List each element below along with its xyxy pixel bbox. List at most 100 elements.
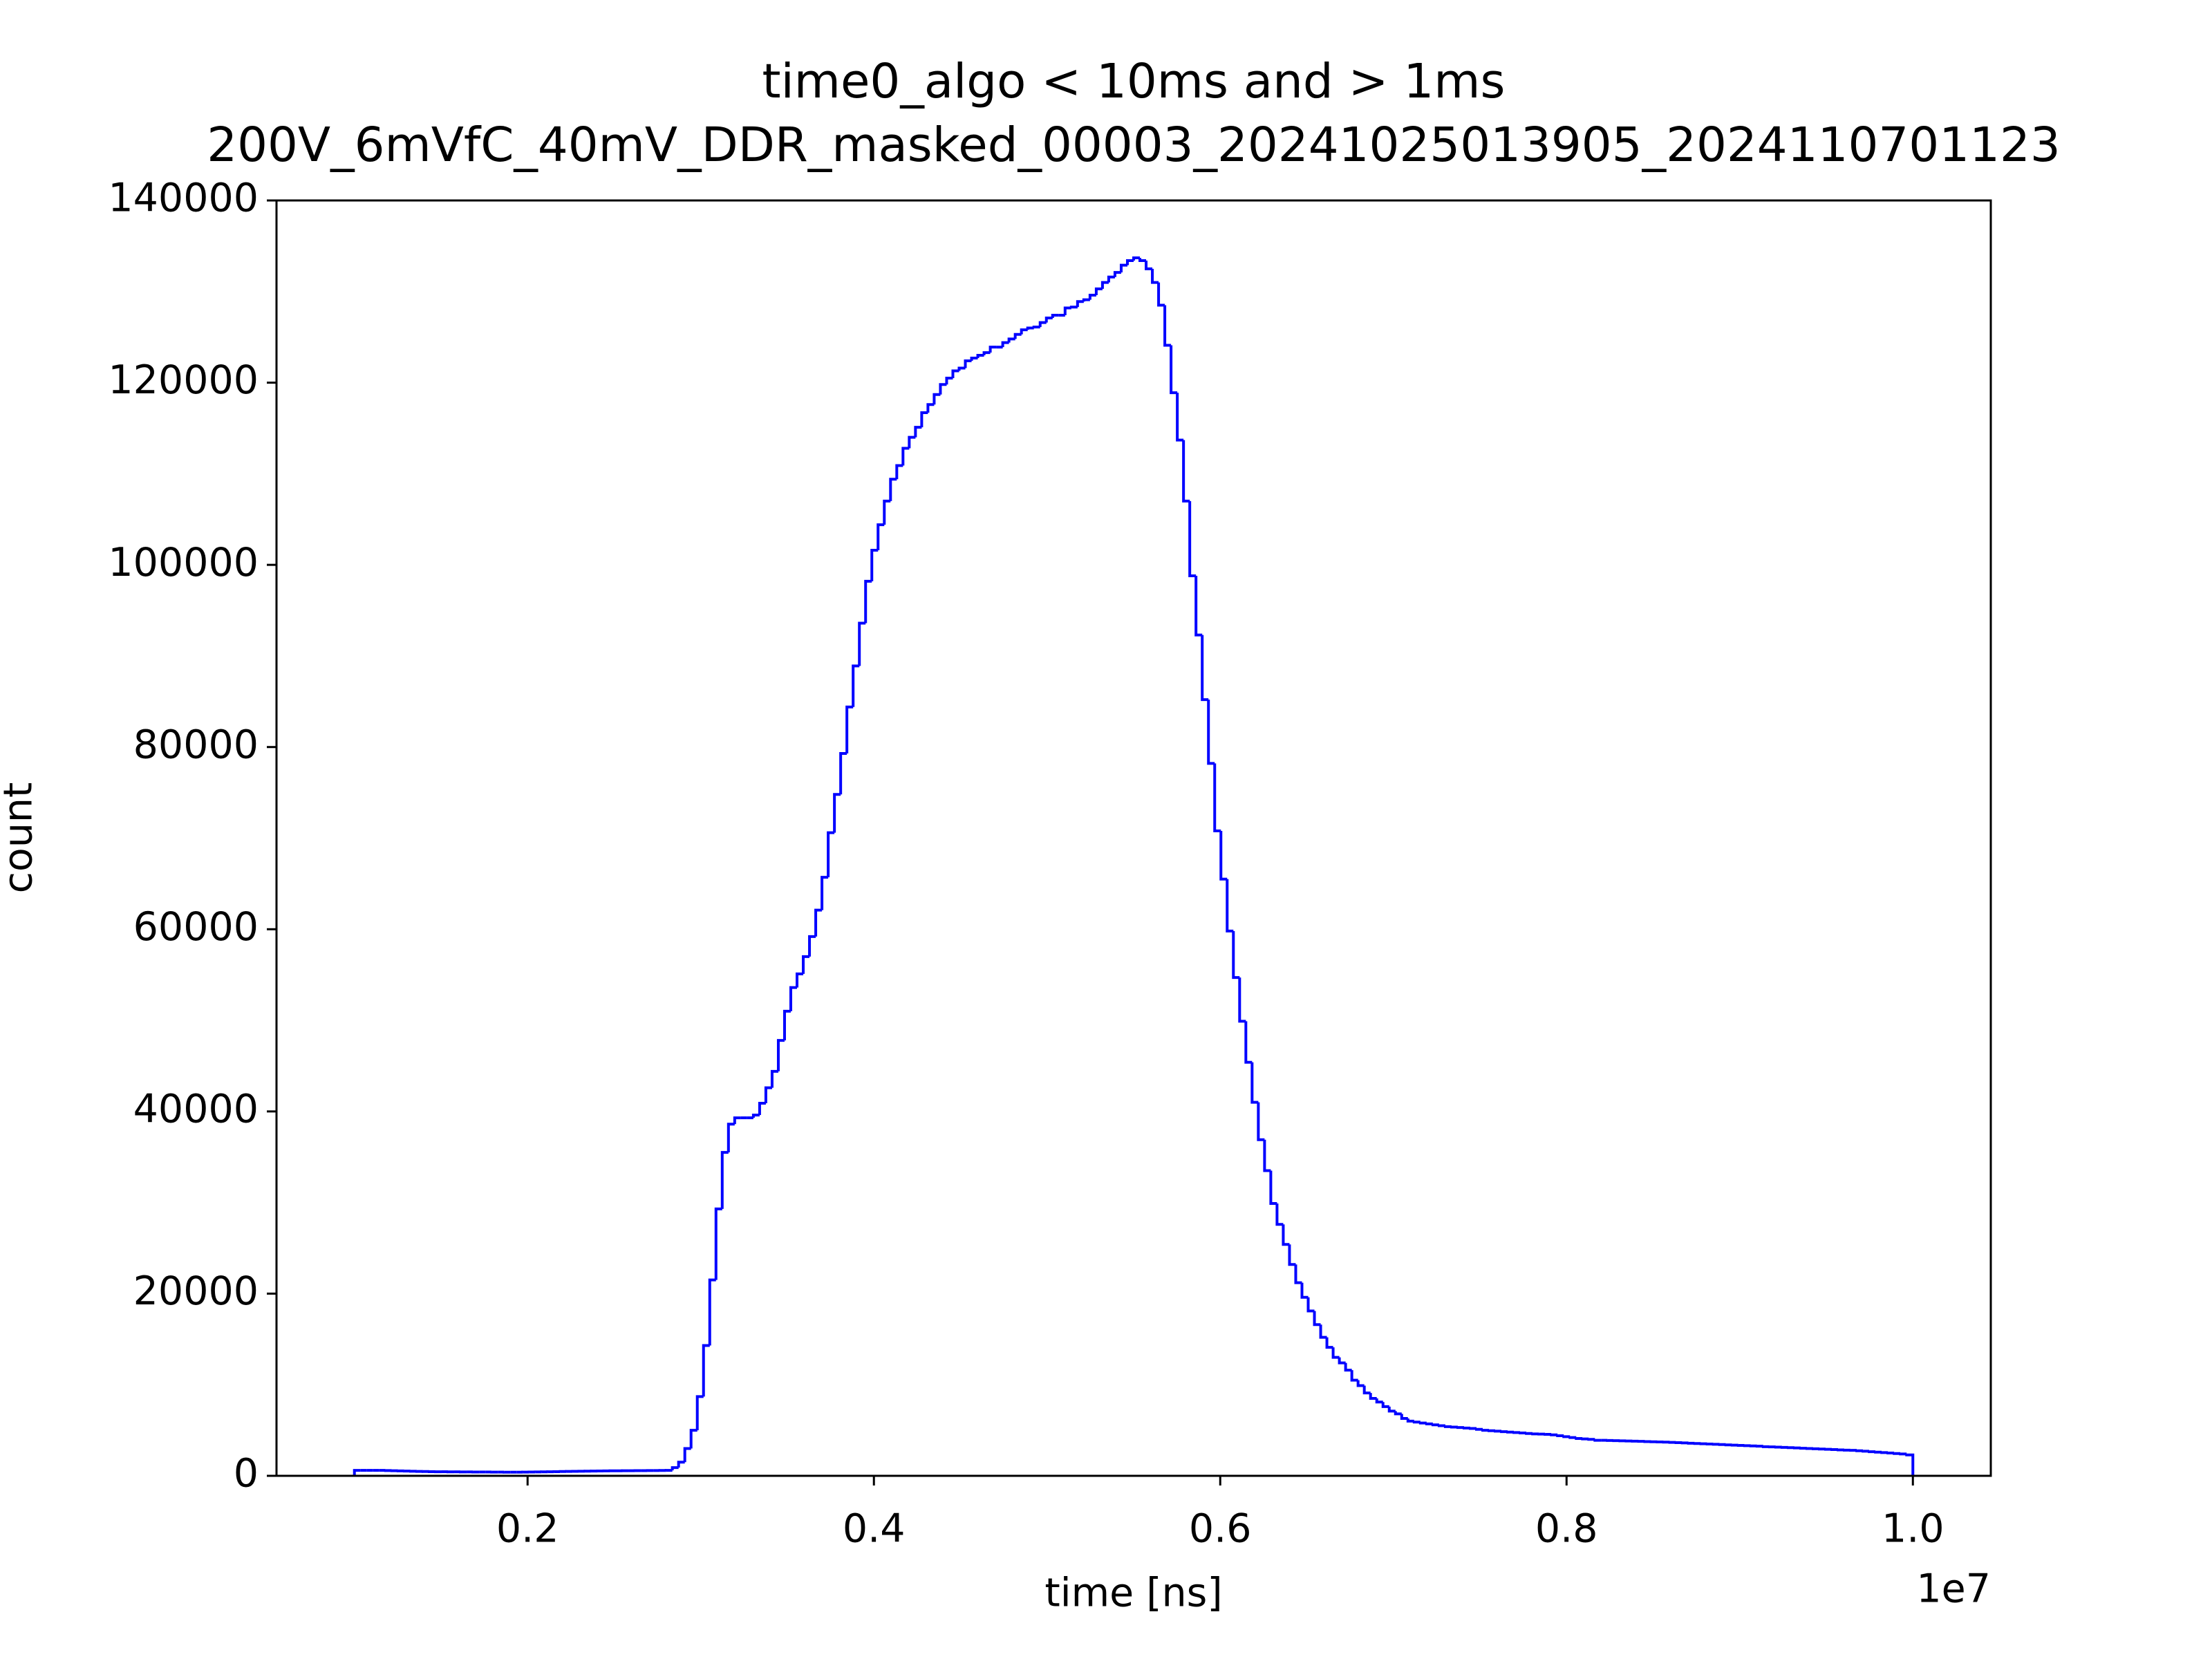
chart-subtitle: 200V_6mVfC_40mV_DDR_masked_00003_2024102… (207, 118, 2061, 173)
histogram-step (1132, 256, 1141, 261)
histogram-step (957, 366, 966, 371)
histogram-step (1525, 1432, 1533, 1435)
histogram-step (901, 447, 910, 466)
histogram-step (758, 1102, 766, 1116)
histogram-step (1244, 1021, 1253, 1064)
y-tick-label: 140000 (108, 176, 259, 221)
y-tick-label: 0 (234, 1451, 259, 1497)
y-axis-label: count (0, 782, 41, 894)
histogram-step (1300, 1282, 1309, 1299)
histogram-step (1107, 275, 1115, 283)
histogram-step (1094, 287, 1103, 296)
histogram-step (1151, 268, 1159, 284)
histogram-step (1226, 879, 1234, 932)
histogram-step (1282, 1224, 1290, 1246)
y-tick-label: 60000 (133, 904, 259, 950)
histogram-step (945, 376, 953, 385)
histogram-step (1325, 1337, 1333, 1349)
histogram-step (1344, 1362, 1352, 1372)
x-tick-label: 0.2 (496, 1506, 559, 1552)
histogram-step (1488, 1429, 1496, 1432)
histogram-step (720, 1151, 729, 1209)
histogram-step (1350, 1370, 1358, 1382)
histogram-step (1088, 294, 1096, 300)
histogram-step (1038, 321, 1047, 328)
histogram-step (845, 705, 854, 753)
histogram-step (1269, 1170, 1277, 1205)
histogram-step (1375, 1398, 1383, 1404)
histogram-step (1201, 635, 1209, 702)
y-tick-label: 100000 (108, 540, 259, 585)
histogram-step (883, 499, 891, 525)
histogram-step (702, 1344, 710, 1397)
histogram-step (1862, 1450, 1870, 1453)
histogram-step (877, 523, 885, 551)
histogram-step (1394, 1411, 1402, 1416)
histogram-step (1581, 1437, 1589, 1441)
histogram-step (1232, 930, 1240, 980)
histogram-step (1063, 306, 1071, 316)
histogram-step (782, 1009, 791, 1041)
histogram-step (1319, 1324, 1327, 1339)
histogram-step (1868, 1450, 1876, 1454)
histogram-step (1406, 1418, 1414, 1423)
histogram-step (1475, 1427, 1483, 1431)
histogram-step (814, 908, 823, 937)
histogram-step (1032, 326, 1040, 329)
histogram-step (1443, 1425, 1452, 1428)
histogram-step (1362, 1385, 1371, 1395)
histogram-step (733, 1116, 741, 1125)
histogram-step (951, 369, 959, 378)
histogram-step (1044, 317, 1053, 323)
histogram-step (677, 1461, 685, 1468)
histogram-step (789, 986, 798, 1011)
histogram-step (1013, 332, 1022, 339)
histogram-step (727, 1123, 735, 1153)
histogram-step (1020, 328, 1028, 335)
histogram-step (1170, 345, 1178, 395)
y-tick-label: 20000 (133, 1268, 259, 1314)
histogram-step (1550, 1433, 1558, 1436)
histogram-step (671, 1466, 679, 1471)
histogram-step (1893, 1452, 1901, 1455)
histogram-step (1263, 1139, 1271, 1172)
histogram-step (1556, 1434, 1564, 1438)
histogram-step (1512, 1431, 1521, 1434)
histogram-step (1500, 1430, 1508, 1434)
histogram-step (1855, 1449, 1864, 1452)
histogram-step (1331, 1347, 1340, 1359)
histogram-step (1412, 1421, 1421, 1424)
histogram-step (1125, 259, 1134, 265)
histogram-step (1400, 1414, 1408, 1420)
histogram-step (1100, 281, 1109, 289)
histogram-step (970, 356, 978, 361)
histogram-step (1462, 1426, 1470, 1430)
y-tick-label: 80000 (133, 722, 259, 767)
histogram-step (776, 1039, 785, 1071)
histogram-step (889, 478, 897, 501)
x-offset-label: 1e7 (1916, 1566, 1991, 1612)
histogram-step (1468, 1427, 1477, 1430)
histogram-step (1176, 393, 1184, 442)
histogram-step (982, 351, 991, 356)
histogram-step (1250, 1062, 1259, 1104)
histogram-step (1207, 700, 1215, 765)
x-tick-label: 0.8 (1535, 1506, 1598, 1552)
histogram-step (926, 403, 935, 413)
histogram-step (708, 1278, 716, 1346)
histogram-step (1294, 1264, 1302, 1284)
histogram-step (827, 831, 835, 878)
histogram-step (1306, 1297, 1315, 1313)
histogram-step (914, 426, 922, 438)
x-tick-label: 0.4 (843, 1506, 906, 1552)
histogram-step (1163, 305, 1172, 347)
chart-title: time0_algo < 10ms and > 1ms (762, 54, 1506, 109)
histogram-step (1051, 314, 1059, 319)
histogram-step (864, 579, 872, 624)
histogram-step (796, 972, 804, 988)
histogram-step (1069, 306, 1078, 309)
histogram-step (1026, 326, 1034, 330)
histogram-step (964, 359, 972, 368)
x-tick-label: 0.6 (1189, 1506, 1252, 1552)
